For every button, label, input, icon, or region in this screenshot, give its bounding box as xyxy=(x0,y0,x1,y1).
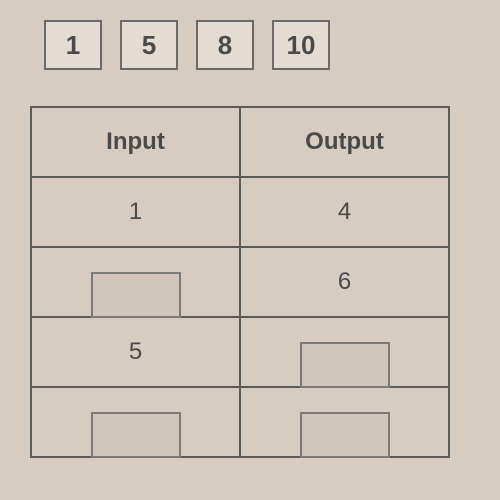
answer-tile[interactable]: 1 xyxy=(44,20,102,70)
answer-tile[interactable]: 8 xyxy=(196,20,254,70)
table-row: 5 xyxy=(31,317,449,387)
io-table: Input Output 1 4 6 5 xyxy=(30,106,450,458)
table-row: 1 4 xyxy=(31,177,449,247)
blank-box[interactable] xyxy=(91,412,181,458)
input-cell: 1 xyxy=(31,177,240,247)
output-cell: 6 xyxy=(240,247,449,317)
output-cell: 4 xyxy=(240,177,449,247)
answer-tile[interactable]: 10 xyxy=(272,20,330,70)
tile-value: 5 xyxy=(142,30,156,61)
header-output: Output xyxy=(240,107,449,177)
cell-value: 4 xyxy=(338,198,351,225)
blank-box[interactable] xyxy=(91,272,181,318)
cell-value: 6 xyxy=(338,268,351,295)
tile-value: 8 xyxy=(218,30,232,61)
output-cell xyxy=(240,387,449,457)
table-header-row: Input Output xyxy=(31,107,449,177)
blank-box[interactable] xyxy=(300,342,390,388)
table-row: 6 xyxy=(31,247,449,317)
input-cell xyxy=(31,387,240,457)
cell-value: 5 xyxy=(129,338,142,365)
output-cell xyxy=(240,317,449,387)
input-cell: 5 xyxy=(31,317,240,387)
answer-tiles-row: 1 5 8 10 xyxy=(44,20,470,70)
header-input: Input xyxy=(31,107,240,177)
table-row xyxy=(31,387,449,457)
tile-value: 10 xyxy=(287,30,316,61)
tile-value: 1 xyxy=(66,30,80,61)
answer-tile[interactable]: 5 xyxy=(120,20,178,70)
cell-value: 1 xyxy=(129,198,142,225)
blank-box[interactable] xyxy=(300,412,390,458)
input-cell xyxy=(31,247,240,317)
